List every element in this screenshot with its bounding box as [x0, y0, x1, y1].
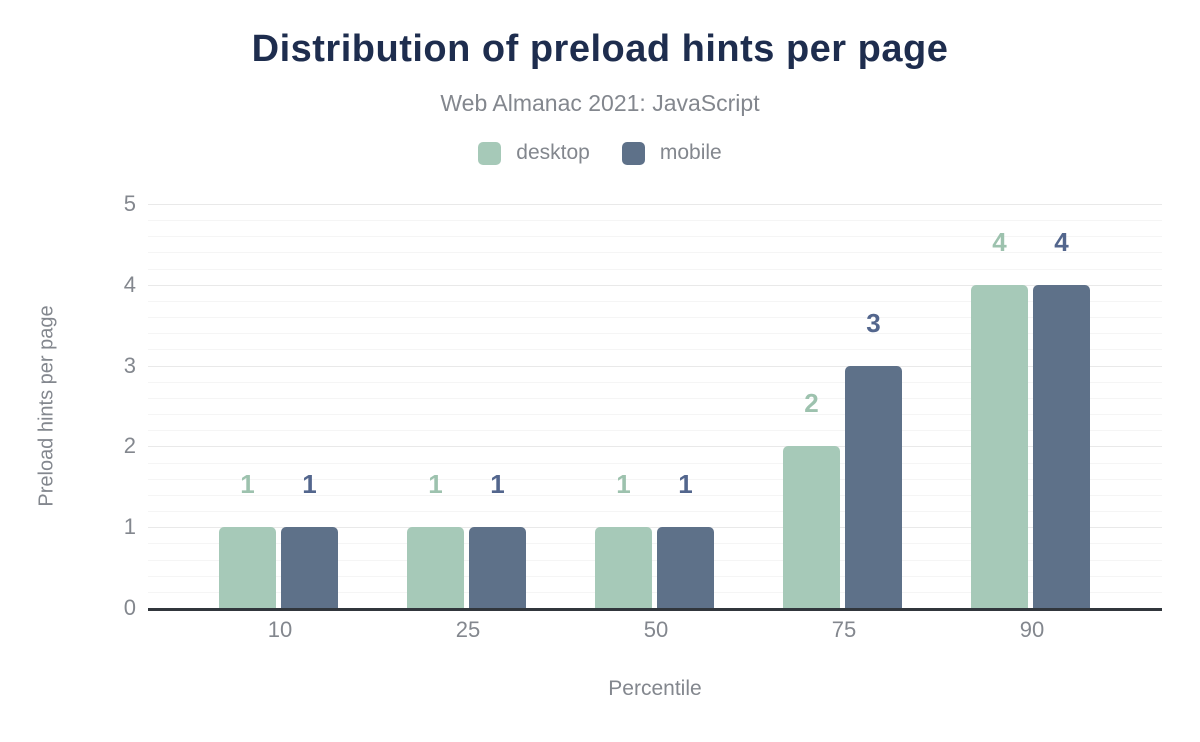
minor-gridline — [148, 576, 1162, 577]
x-tick-10: 10 — [267, 617, 293, 642]
legend-item-desktop: desktop — [478, 141, 590, 165]
x-axis-title: Percentile — [608, 677, 702, 700]
legend-label-mobile: mobile — [659, 141, 722, 164]
bar-mobile-p75[interactable] — [845, 366, 902, 608]
y-tick-0: 0 — [123, 595, 136, 620]
bar-mobile-p90[interactable] — [1033, 285, 1090, 608]
x-tick-90: 90 — [1019, 617, 1045, 642]
bar-value-desktop-p75: 2 — [804, 388, 819, 418]
bar-value-mobile-p50: 1 — [678, 469, 693, 499]
minor-gridline — [148, 414, 1162, 415]
bar-value-mobile-p75: 3 — [866, 308, 881, 338]
major-gridline — [148, 204, 1162, 205]
bar-desktop-p50[interactable] — [595, 527, 652, 608]
minor-gridline — [148, 479, 1162, 480]
y-tick-5: 5 — [123, 191, 136, 216]
minor-gridline — [148, 592, 1162, 593]
bar-value-desktop-p10: 1 — [240, 469, 255, 499]
bar-value-mobile-p90: 4 — [1054, 227, 1069, 257]
minor-gridline — [148, 463, 1162, 464]
bar-mobile-p50[interactable] — [657, 527, 714, 608]
minor-gridline — [148, 382, 1162, 383]
bar-value-mobile-p10: 1 — [302, 469, 317, 499]
minor-gridline — [148, 430, 1162, 431]
legend-item-mobile: mobile — [621, 141, 722, 165]
x-tick-25: 25 — [455, 617, 481, 642]
bar-desktop-p75[interactable] — [783, 446, 840, 608]
bar-mobile-p25[interactable] — [469, 527, 526, 608]
minor-gridline — [148, 301, 1162, 302]
major-gridline — [148, 285, 1162, 286]
bar-desktop-p25[interactable] — [407, 527, 464, 608]
legend-swatch-desktop — [478, 141, 502, 165]
minor-gridline — [148, 543, 1162, 544]
x-tick-75: 75 — [831, 617, 857, 642]
minor-gridline — [148, 236, 1162, 237]
y-tick-3: 3 — [123, 353, 136, 378]
legend-label-desktop: desktop — [516, 141, 590, 164]
minor-gridline — [148, 269, 1162, 270]
chart-subtitle: Web Almanac 2021: JavaScript — [440, 90, 760, 116]
plot-area: 1 1 1 1 1 1 2 3 4 4 — [148, 204, 1162, 611]
minor-gridline — [148, 252, 1162, 253]
bar-mobile-p10[interactable] — [281, 527, 338, 608]
legend: desktop mobile — [0, 141, 1200, 165]
minor-gridline — [148, 220, 1162, 221]
bar-value-desktop-p25: 1 — [428, 469, 443, 499]
y-axis-title: Preload hints per page — [35, 305, 58, 507]
bar-desktop-p10[interactable] — [219, 527, 276, 608]
minor-gridline — [148, 560, 1162, 561]
y-tick-2: 2 — [123, 433, 136, 458]
chart-title: Distribution of preload hints per page — [251, 28, 949, 70]
major-gridline — [148, 366, 1162, 367]
x-tick-50: 50 — [643, 617, 669, 642]
major-gridline — [148, 446, 1162, 447]
minor-gridline — [148, 349, 1162, 350]
minor-gridline — [148, 511, 1162, 512]
bar-value-desktop-p90: 4 — [992, 227, 1007, 257]
bar-desktop-p90[interactable] — [971, 285, 1028, 608]
bar-value-desktop-p50: 1 — [616, 469, 631, 499]
legend-swatch-mobile — [621, 141, 645, 165]
minor-gridline — [148, 495, 1162, 496]
minor-gridline — [148, 333, 1162, 334]
minor-gridline — [148, 317, 1162, 318]
y-tick-4: 4 — [123, 272, 136, 297]
y-tick-1: 1 — [123, 514, 136, 539]
bar-value-mobile-p25: 1 — [490, 469, 505, 499]
major-gridline — [148, 527, 1162, 528]
minor-gridline — [148, 398, 1162, 399]
